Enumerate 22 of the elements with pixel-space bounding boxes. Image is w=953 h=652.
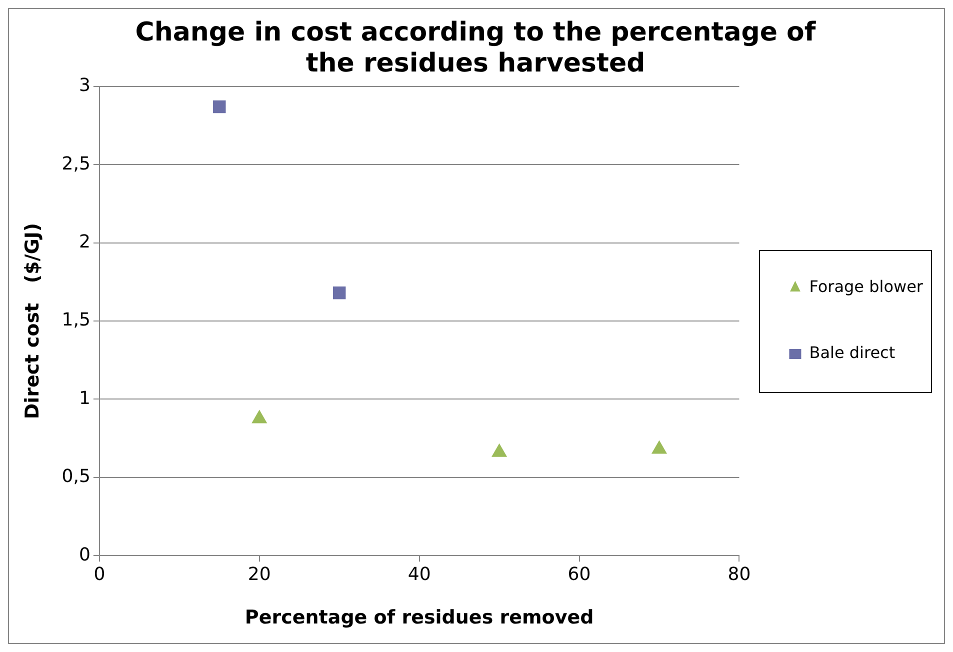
x-tick-label: 40 <box>408 564 431 586</box>
point <box>651 440 668 454</box>
x-tick-label: 20 <box>248 564 271 586</box>
y-tick-label: 1 <box>78 388 90 409</box>
y-axis-title: Direct cost ($/GJ) <box>21 222 44 420</box>
point <box>213 100 226 114</box>
x-tick-label: 0 <box>94 564 106 586</box>
y-tick-label: 0,5 <box>62 466 90 488</box>
y-tick-label: 2,5 <box>62 153 90 174</box>
y-tick-label: 0 <box>78 544 90 566</box>
y-tick-label: 2 <box>78 231 90 252</box>
legend-label: Bale direct <box>809 343 896 362</box>
legend-label: Forage blower <box>809 277 924 296</box>
y-tick-label: 3 <box>78 75 90 96</box>
x-tick-label: 80 <box>728 564 751 586</box>
y-tick-label: 1,5 <box>62 310 90 331</box>
chart-title: Change in cost according to the percentage of the residues harvested <box>135 17 816 79</box>
point <box>252 410 268 424</box>
x-axis-title: Percentage of residues removed <box>244 606 594 629</box>
x-tick-label: 60 <box>568 564 591 586</box>
point <box>492 443 508 457</box>
point <box>332 286 346 300</box>
